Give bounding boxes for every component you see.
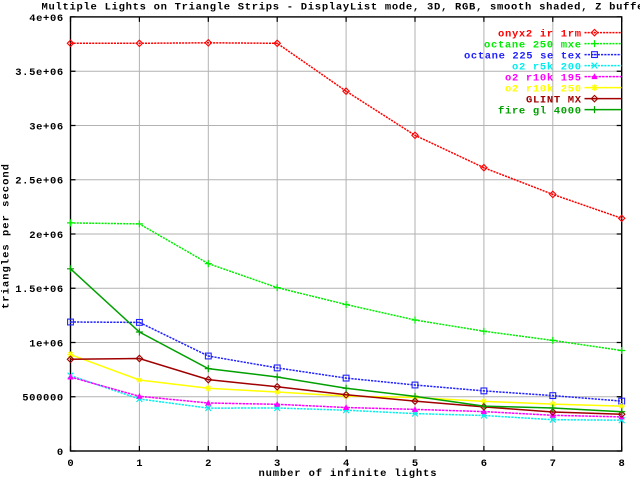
svg-text:3e+06: 3e+06 [29, 121, 63, 133]
svg-text:1.5e+06: 1.5e+06 [15, 284, 63, 296]
svg-text:4: 4 [343, 458, 349, 470]
svg-text:500000: 500000 [22, 393, 63, 405]
svg-text:2.5e+06: 2.5e+06 [15, 176, 63, 188]
svg-text:1e+06: 1e+06 [29, 338, 63, 350]
svg-text:0: 0 [67, 458, 73, 470]
svg-text:Multiple Lights on Triangle St: Multiple Lights on Triangle Strips - Dis… [42, 1, 640, 13]
svg-text:7: 7 [550, 458, 556, 470]
svg-text:fire gl 4000: fire gl 4000 [498, 106, 581, 118]
svg-text:number of infinite lights: number of infinite lights [259, 468, 437, 480]
svg-text:8: 8 [619, 458, 625, 470]
svg-text:GLINT MX: GLINT MX [526, 95, 582, 107]
svg-text:2e+06: 2e+06 [29, 230, 63, 242]
svg-text:3.5e+06: 3.5e+06 [15, 67, 63, 79]
svg-text:octane 250 mxe: octane 250 mxe [484, 40, 581, 52]
svg-text:0: 0 [57, 447, 63, 459]
svg-text:triangles per second: triangles per second [1, 164, 13, 309]
svg-text:6: 6 [481, 458, 487, 470]
svg-text:onyx2 ir 1rm: onyx2 ir 1rm [498, 29, 581, 41]
svg-text:1: 1 [136, 458, 142, 470]
svg-text:3: 3 [274, 458, 280, 470]
svg-text:o2 r10k 250: o2 r10k 250 [505, 84, 581, 96]
svg-text:2: 2 [205, 458, 211, 470]
svg-text:o2 r5k 200: o2 r5k 200 [512, 62, 581, 74]
svg-text:octane 225 se tex: octane 225 se tex [464, 51, 582, 63]
svg-text:o2 r10k 195: o2 r10k 195 [505, 73, 581, 85]
svg-text:5: 5 [412, 458, 418, 470]
svg-text:4e+06: 4e+06 [29, 13, 63, 25]
